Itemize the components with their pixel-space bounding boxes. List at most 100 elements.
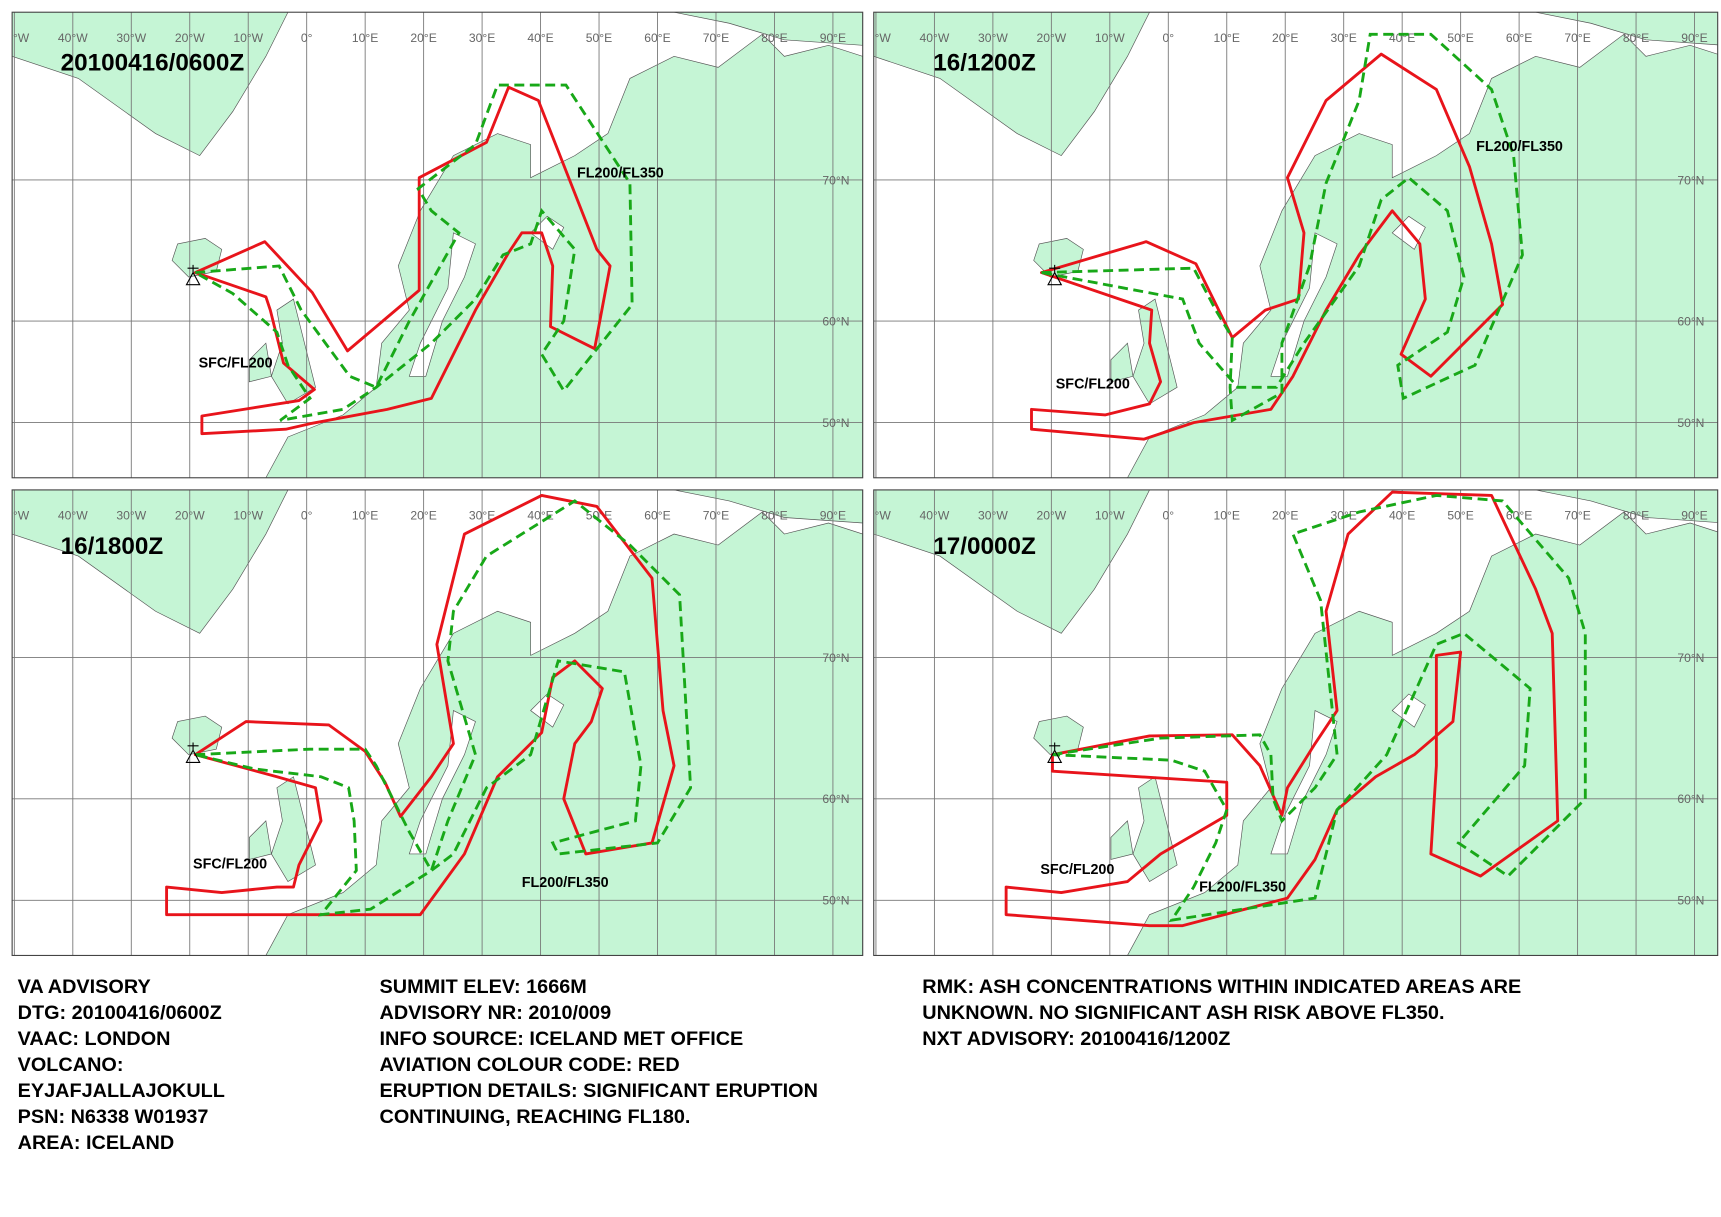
volcano-symbol bbox=[1047, 264, 1063, 286]
longitude-label: 50°E bbox=[1447, 509, 1473, 523]
longitude-label: 70°E bbox=[1564, 31, 1590, 45]
land bbox=[1110, 342, 1134, 383]
advisory-line: AVIATION COLOUR CODE: RED bbox=[380, 1054, 680, 1076]
longitude-label: 70°E bbox=[703, 509, 729, 523]
longitude-label: 10°E bbox=[1214, 509, 1240, 523]
longitude-label: 80°E bbox=[1623, 509, 1649, 523]
longitude-label: 0° bbox=[1162, 31, 1174, 45]
map-panel: 50°W 40°W 30°W 20°W 10°W 0° 10°E 20°E 30°E 40°E 50… bbox=[11, 489, 864, 957]
longitude-label: 20°W bbox=[1036, 509, 1066, 523]
longitude-label: 0° bbox=[1162, 509, 1174, 523]
map-panel: 50°W 40°W 30°W 20°W 10°W 0° 10°E 20°E 30°E 40°E 50… bbox=[861, 11, 1719, 479]
flight-level-label: SFC/FL200 bbox=[193, 856, 267, 872]
latitude-label: 50°N bbox=[822, 894, 849, 908]
advisory-line: VA ADVISORY bbox=[18, 976, 151, 998]
advisory-line: VOLCANO: bbox=[18, 1054, 124, 1076]
longitude-label: 40°W bbox=[920, 31, 950, 45]
longitude-label: 50°W bbox=[861, 509, 891, 523]
sea-area bbox=[408, 232, 476, 377]
longitude-label: 50°W bbox=[0, 31, 30, 45]
longitude-label: 30°W bbox=[116, 509, 146, 523]
longitude-label: 80°E bbox=[761, 31, 787, 45]
longitude-label: 20°E bbox=[1272, 509, 1298, 523]
latitude-label: 70°N bbox=[822, 173, 849, 187]
latitude-label: 70°N bbox=[822, 651, 849, 665]
advisory-line: NXT ADVISORY: 20100416/1200Z bbox=[922, 1028, 1230, 1050]
longitude-label: 20°W bbox=[1036, 31, 1066, 45]
map-content: 50°W 40°W 30°W 20°W 10°W 0° 10°E 20°E 30°E 40°E 50… bbox=[861, 489, 1718, 956]
longitude-label: 30°W bbox=[116, 31, 146, 45]
land bbox=[673, 489, 863, 524]
longitude-label: 20°E bbox=[410, 31, 436, 45]
ash-area-sfc-fl200-fl350 bbox=[193, 85, 612, 436]
land bbox=[673, 12, 863, 46]
longitude-label: 70°E bbox=[1564, 509, 1590, 523]
flight-level-label: SFC/FL200 bbox=[199, 355, 273, 371]
land bbox=[12, 489, 289, 634]
ash-area-forecast bbox=[190, 83, 634, 422]
latitude-label: 70°N bbox=[1677, 173, 1704, 187]
map-panel: 50°W 40°W 30°W 20°W 10°W 0° 10°E 20°E 30°E 40°E 50… bbox=[0, 11, 864, 479]
longitude-label: 40°E bbox=[1389, 509, 1415, 523]
land bbox=[1535, 12, 1718, 46]
panel-title: 17/0000Z bbox=[933, 533, 1036, 560]
ash-area-sfc-fl200-fl350 bbox=[1030, 52, 1504, 441]
sea-area bbox=[1391, 693, 1426, 728]
longitude-label: 40°W bbox=[920, 509, 950, 523]
ash-area-forecast bbox=[1052, 493, 1587, 923]
longitude-label: 50°E bbox=[586, 31, 612, 45]
sea-area bbox=[408, 710, 476, 855]
longitude-label: 20°E bbox=[1272, 31, 1298, 45]
flight-level-label: SFC/FL200 bbox=[1040, 862, 1114, 878]
ash-area-sfc-fl200-fl350 bbox=[165, 493, 676, 917]
longitude-label: 20°W bbox=[175, 31, 205, 45]
land bbox=[873, 12, 1150, 157]
land bbox=[248, 820, 272, 860]
land bbox=[1033, 715, 1084, 756]
latitude-label: 60°N bbox=[822, 792, 849, 806]
panel-border bbox=[873, 489, 1719, 957]
sea-area bbox=[1270, 710, 1338, 855]
advisory-line: DTG: 20100416/0600Z bbox=[18, 1002, 222, 1024]
panel-border bbox=[11, 489, 864, 957]
advisory-line: INFO SOURCE: ICELAND MET OFFICE bbox=[380, 1028, 744, 1050]
flight-level-label: FL200/FL350 bbox=[1199, 879, 1286, 895]
longitude-label: 40°W bbox=[58, 31, 88, 45]
advisory-line: RMK: ASH CONCENTRATIONS WITHIN INDICATED… bbox=[922, 976, 1521, 998]
longitude-label: 90°E bbox=[820, 31, 846, 45]
longitude-label: 60°E bbox=[644, 31, 670, 45]
longitude-label: 10°W bbox=[1095, 509, 1125, 523]
advisory-line: PSN: N6338 W01937 bbox=[18, 1106, 209, 1128]
longitude-label: 30°W bbox=[978, 31, 1008, 45]
panel-border bbox=[11, 11, 864, 479]
longitude-label: 50°W bbox=[861, 31, 891, 45]
advisory-line: VAAC: LONDON bbox=[18, 1028, 171, 1050]
flight-level-label: SFC/FL200 bbox=[1056, 376, 1130, 392]
advisory-line: EYJAFJALLAJOKULL bbox=[18, 1080, 225, 1102]
latitude-label: 60°N bbox=[822, 315, 849, 329]
longitude-label: 30°E bbox=[469, 31, 495, 45]
land bbox=[12, 12, 289, 157]
longitude-label: 30°W bbox=[978, 509, 1008, 523]
volcano-symbol bbox=[185, 742, 201, 763]
longitude-label: 90°E bbox=[820, 509, 846, 523]
advisory-line: UNKNOWN. NO SIGNIFICANT ASH RISK ABOVE F… bbox=[922, 1002, 1444, 1024]
map-content: 50°W 40°W 30°W 20°W 10°W 0° 10°E 20°E 30°E 40°E 50… bbox=[861, 12, 1718, 478]
longitude-label: 0° bbox=[301, 509, 313, 523]
longitude-label: 80°E bbox=[1623, 31, 1649, 45]
longitude-label: 40°E bbox=[527, 31, 553, 45]
ash-area-forecast bbox=[1041, 32, 1524, 423]
advisory-line: CONTINUING, REACHING FL180. bbox=[380, 1106, 691, 1128]
longitude-label: 80°E bbox=[761, 509, 787, 523]
volcano-symbol bbox=[185, 264, 201, 286]
latitude-label: 50°N bbox=[1677, 894, 1704, 908]
longitude-label: 30°E bbox=[1330, 31, 1356, 45]
land bbox=[248, 342, 272, 383]
advisory-line: AREA: ICELAND bbox=[18, 1132, 175, 1154]
longitude-label: 10°W bbox=[233, 31, 263, 45]
flight-level-label: FL200/FL350 bbox=[522, 875, 609, 891]
longitude-label: 10°W bbox=[1095, 31, 1125, 45]
longitude-label: 90°E bbox=[1681, 31, 1707, 45]
longitude-label: 60°E bbox=[1506, 31, 1532, 45]
